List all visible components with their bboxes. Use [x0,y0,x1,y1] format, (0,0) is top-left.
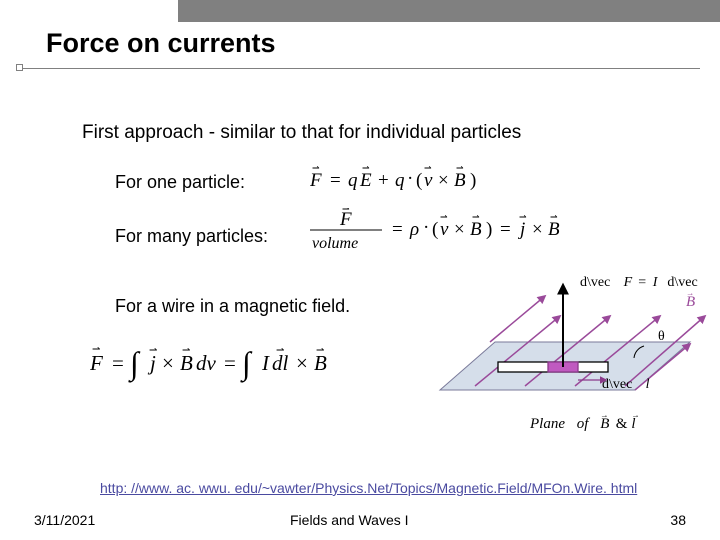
svg-text:F: F [310,170,322,191]
svg-text:(: ( [432,219,438,240]
svg-text:v: v [440,219,449,240]
svg-text:⇀: ⇀ [362,163,370,173]
svg-text:×: × [532,219,543,240]
svg-text:×: × [162,351,174,375]
svg-text:→: → [600,411,608,420]
svg-text:=: = [112,351,124,375]
svg-text:l: l [646,377,650,392]
svg-text:∫: ∫ [240,345,253,383]
title-underline [20,68,700,69]
svg-text:θ: θ [658,329,665,344]
svg-text:(: ( [416,170,422,191]
svg-text:=: = [330,170,341,191]
svg-text:⇀: ⇀ [440,212,448,222]
wire-field-diagram: d\vec F = I d\vec l × B→B→θd\vec lPlane … [430,270,710,460]
title-dot [16,64,23,71]
svg-text:B: B [548,219,560,240]
svg-text:d\vec: d\vec [602,377,632,392]
svg-text:⇀: ⇀ [342,208,350,214]
svg-text:v: v [424,170,433,191]
svg-text:⇀: ⇀ [312,163,320,173]
svg-text:d\vec: d\vec [580,275,610,290]
svg-text:j: j [517,219,525,240]
footer-page-number: 38 [670,512,686,528]
svg-text:·: · [407,168,413,189]
svg-text:⇀: ⇀ [276,345,284,356]
svg-text:of: of [577,416,591,432]
svg-text:I: I [652,275,659,290]
svg-text:⇀: ⇀ [424,163,432,173]
svg-text:⇀: ⇀ [550,212,558,222]
svg-text:·: · [423,217,429,238]
svg-text:ρ: ρ [409,219,419,240]
svg-text:⇀: ⇀ [92,344,100,355]
svg-text:×: × [438,170,449,191]
label-wire: For a wire in a magnetic field. [115,296,350,317]
footer-date: 3/11/2021 [34,512,95,528]
svg-text:⇀: ⇀ [182,345,190,356]
svg-text:volume: volume [312,235,358,252]
svg-text:&: & [616,416,628,432]
svg-text:=: = [224,351,236,375]
svg-text:⇀: ⇀ [149,345,157,356]
svg-text:dv: dv [196,351,217,375]
page-title: Force on currents [46,28,276,59]
svg-text:⇀: ⇀ [456,163,464,173]
svg-text:→: → [686,289,694,298]
source-link[interactable]: http: //www. ac. wwu. edu/~vawter/Physic… [100,480,637,496]
svg-text:⇀: ⇀ [519,212,527,222]
svg-text:=: = [392,219,403,240]
svg-text:+: + [378,170,389,191]
svg-text:): ) [470,170,476,191]
svg-text:q: q [348,170,358,191]
svg-text:q: q [395,170,405,191]
svg-text:B: B [454,170,466,191]
equation-many-particles: F⇀ volume = ρ· ( v⇀ × B⇀ ) = j⇀ × B⇀ [310,208,600,256]
svg-text:×: × [296,351,308,375]
svg-text:∫: ∫ [128,345,141,383]
equation-one-particle: F⇀ = qE⇀ + q· ( v⇀ × B⇀ ) [310,162,554,196]
svg-text:=: = [638,275,646,290]
svg-text:): ) [486,219,492,240]
svg-text:F: F [623,275,633,290]
svg-text:⇀: ⇀ [472,212,480,222]
svg-text:×: × [454,219,465,240]
svg-text:I: I [261,351,270,375]
label-many-particles: For many particles: [115,226,268,247]
label-one-particle: For one particle: [115,172,245,193]
slide-subtitle: First approach - similar to that for ind… [82,122,521,144]
svg-text:=: = [500,219,511,240]
svg-text:B: B [470,219,482,240]
svg-text:Plane: Plane [529,416,565,432]
header-bar [178,0,720,22]
footer-title: Fields and Waves I [290,512,409,528]
svg-text:⇀: ⇀ [316,345,324,356]
svg-text:→: → [631,411,639,420]
svg-text:E: E [359,170,372,191]
equation-wire-integral: F⇀ = ∫ j⇀ × B⇀ dv = ∫ Idl⇀ × B⇀ [90,340,370,388]
